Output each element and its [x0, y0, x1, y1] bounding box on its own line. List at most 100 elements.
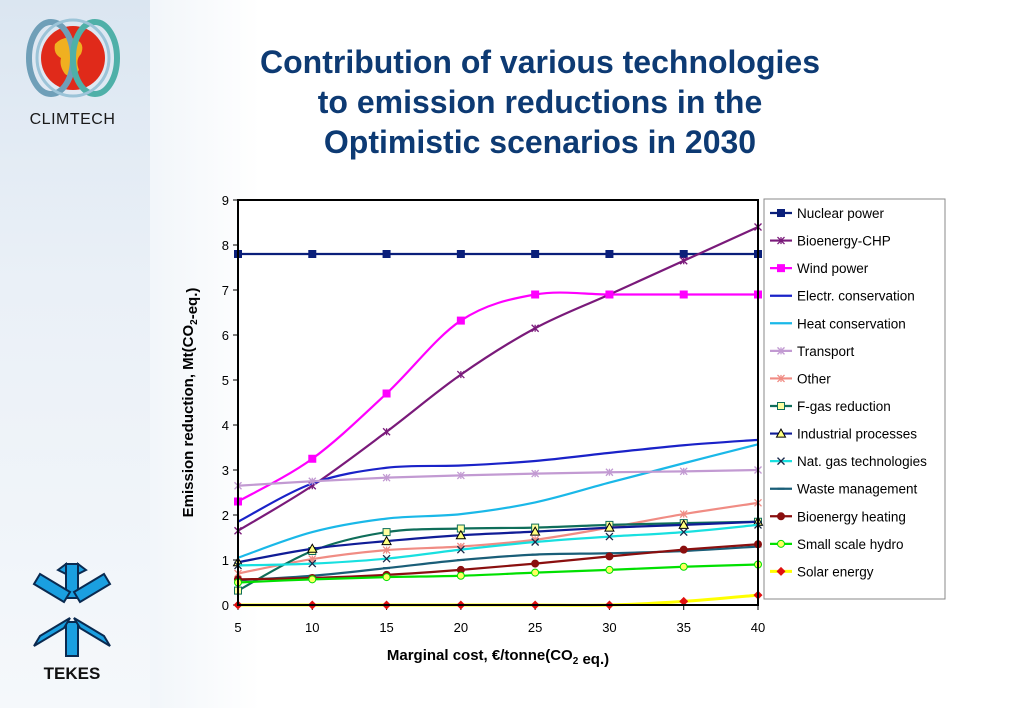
- legend-marker: [777, 236, 785, 245]
- x-tick-label: 40: [751, 620, 765, 635]
- legend-label: Wind power: [797, 261, 869, 276]
- legend-label: Waste management: [797, 482, 918, 497]
- data-point: [531, 324, 540, 333]
- data-point: [529, 526, 541, 536]
- data-point: [382, 528, 391, 537]
- legend-marker: [777, 209, 785, 217]
- data-point: [605, 290, 614, 299]
- data-point: [308, 559, 317, 568]
- data-point: [308, 477, 317, 486]
- data-point: [382, 546, 391, 555]
- series-line-8: [237, 520, 759, 564]
- y-tick-label: 3: [222, 463, 229, 478]
- x-axis-label: Marginal cost, €/tonne(CO2 eq.): [387, 647, 609, 668]
- data-point: [605, 565, 614, 574]
- data-point: [679, 528, 688, 537]
- data-point: [456, 471, 465, 480]
- legend-label: Transport: [797, 344, 855, 359]
- x-tick-label: 30: [602, 620, 616, 635]
- legend-label: F-gas reduction: [797, 399, 891, 414]
- series-line-11: [237, 543, 759, 581]
- series-line-9: [237, 523, 759, 567]
- legend-marker: [777, 457, 785, 466]
- data-point: [382, 427, 391, 436]
- data-point: [531, 469, 540, 478]
- data-point: [456, 571, 465, 580]
- page-title: Contribution of various technologies to …: [160, 42, 920, 162]
- data-point: [531, 538, 540, 546]
- data-point: [382, 573, 391, 582]
- climtech-logo: CLIMTECH: [10, 14, 135, 136]
- legend-marker: [777, 539, 785, 548]
- y-tick-label: 1: [222, 553, 229, 568]
- data-point: [308, 575, 317, 584]
- data-point: [306, 543, 318, 553]
- series-line-6: [237, 501, 759, 575]
- legend-label: Nuclear power: [797, 206, 885, 221]
- y-tick-label: 9: [222, 193, 229, 208]
- legend-marker: [777, 346, 785, 355]
- x-tick-label: 15: [379, 620, 393, 635]
- legend-label: Heat conservation: [797, 316, 906, 331]
- data-point: [382, 554, 391, 563]
- data-point: [456, 545, 465, 554]
- y-tick-label: 6: [222, 328, 229, 343]
- legend-label: Bioenergy-CHP: [797, 234, 891, 249]
- data-point: [679, 562, 688, 571]
- data-point: [381, 535, 392, 546]
- data-point: [679, 596, 689, 606]
- y-tick-label: 8: [222, 238, 229, 253]
- legend-label: Industrial processes: [797, 427, 917, 442]
- data-point: [679, 467, 688, 476]
- title-line-3: Optimistic scenarios in 2030: [323, 124, 757, 160]
- data-point: [455, 529, 467, 540]
- title-line-1: Contribution of various technologies: [260, 44, 820, 80]
- data-point: [605, 250, 614, 258]
- title-line-2: to emission reductions in the: [317, 84, 763, 120]
- data-point: [308, 250, 317, 258]
- snowflake-icon: [32, 562, 112, 657]
- data-point: [531, 559, 540, 568]
- legend-label: Solar energy: [797, 564, 874, 579]
- y-tick-label: 2: [222, 508, 229, 523]
- y-tick-label: 4: [222, 418, 229, 433]
- legend-marker: [776, 566, 786, 576]
- legend-label: Small scale hydro: [797, 537, 904, 552]
- legend-marker: [777, 512, 785, 521]
- x-tick-label: 10: [305, 620, 319, 635]
- legend-box: [763, 198, 946, 600]
- plot-frame: [237, 199, 759, 606]
- data-point: [382, 473, 391, 482]
- data-point: [456, 370, 465, 379]
- data-point: [605, 468, 614, 477]
- data-point: [678, 519, 690, 529]
- data-point: [531, 568, 540, 577]
- x-tick-label: 20: [454, 620, 468, 635]
- data-point: [679, 510, 688, 519]
- legend-label: Bioenergy heating: [797, 509, 906, 524]
- data-point: [531, 290, 540, 299]
- legend-label: Nat. gas technologies: [797, 454, 927, 469]
- legend-label: Electr. conservation: [797, 289, 915, 304]
- legend-marker: [777, 264, 785, 273]
- y-tick-label: 5: [222, 373, 229, 388]
- x-tick-label: 25: [528, 620, 542, 635]
- series-line-5: [237, 468, 759, 487]
- tekes-logo: TEKES: [22, 560, 122, 690]
- data-point: [679, 250, 688, 258]
- x-tick-label: 35: [676, 620, 690, 635]
- series-line-4: [237, 443, 759, 559]
- globe-icon: [26, 18, 120, 98]
- data-point: [679, 290, 688, 299]
- tekes-logo-text: TEKES: [43, 664, 101, 683]
- legend-label: Other: [797, 371, 831, 386]
- data-point: [308, 454, 317, 463]
- data-point: [531, 250, 540, 258]
- legend-marker: [777, 402, 785, 410]
- y-tick-label: 0: [222, 598, 229, 613]
- data-point: [456, 250, 465, 258]
- data-point: [456, 316, 465, 325]
- data-point: [679, 256, 688, 265]
- data-point: [382, 389, 391, 398]
